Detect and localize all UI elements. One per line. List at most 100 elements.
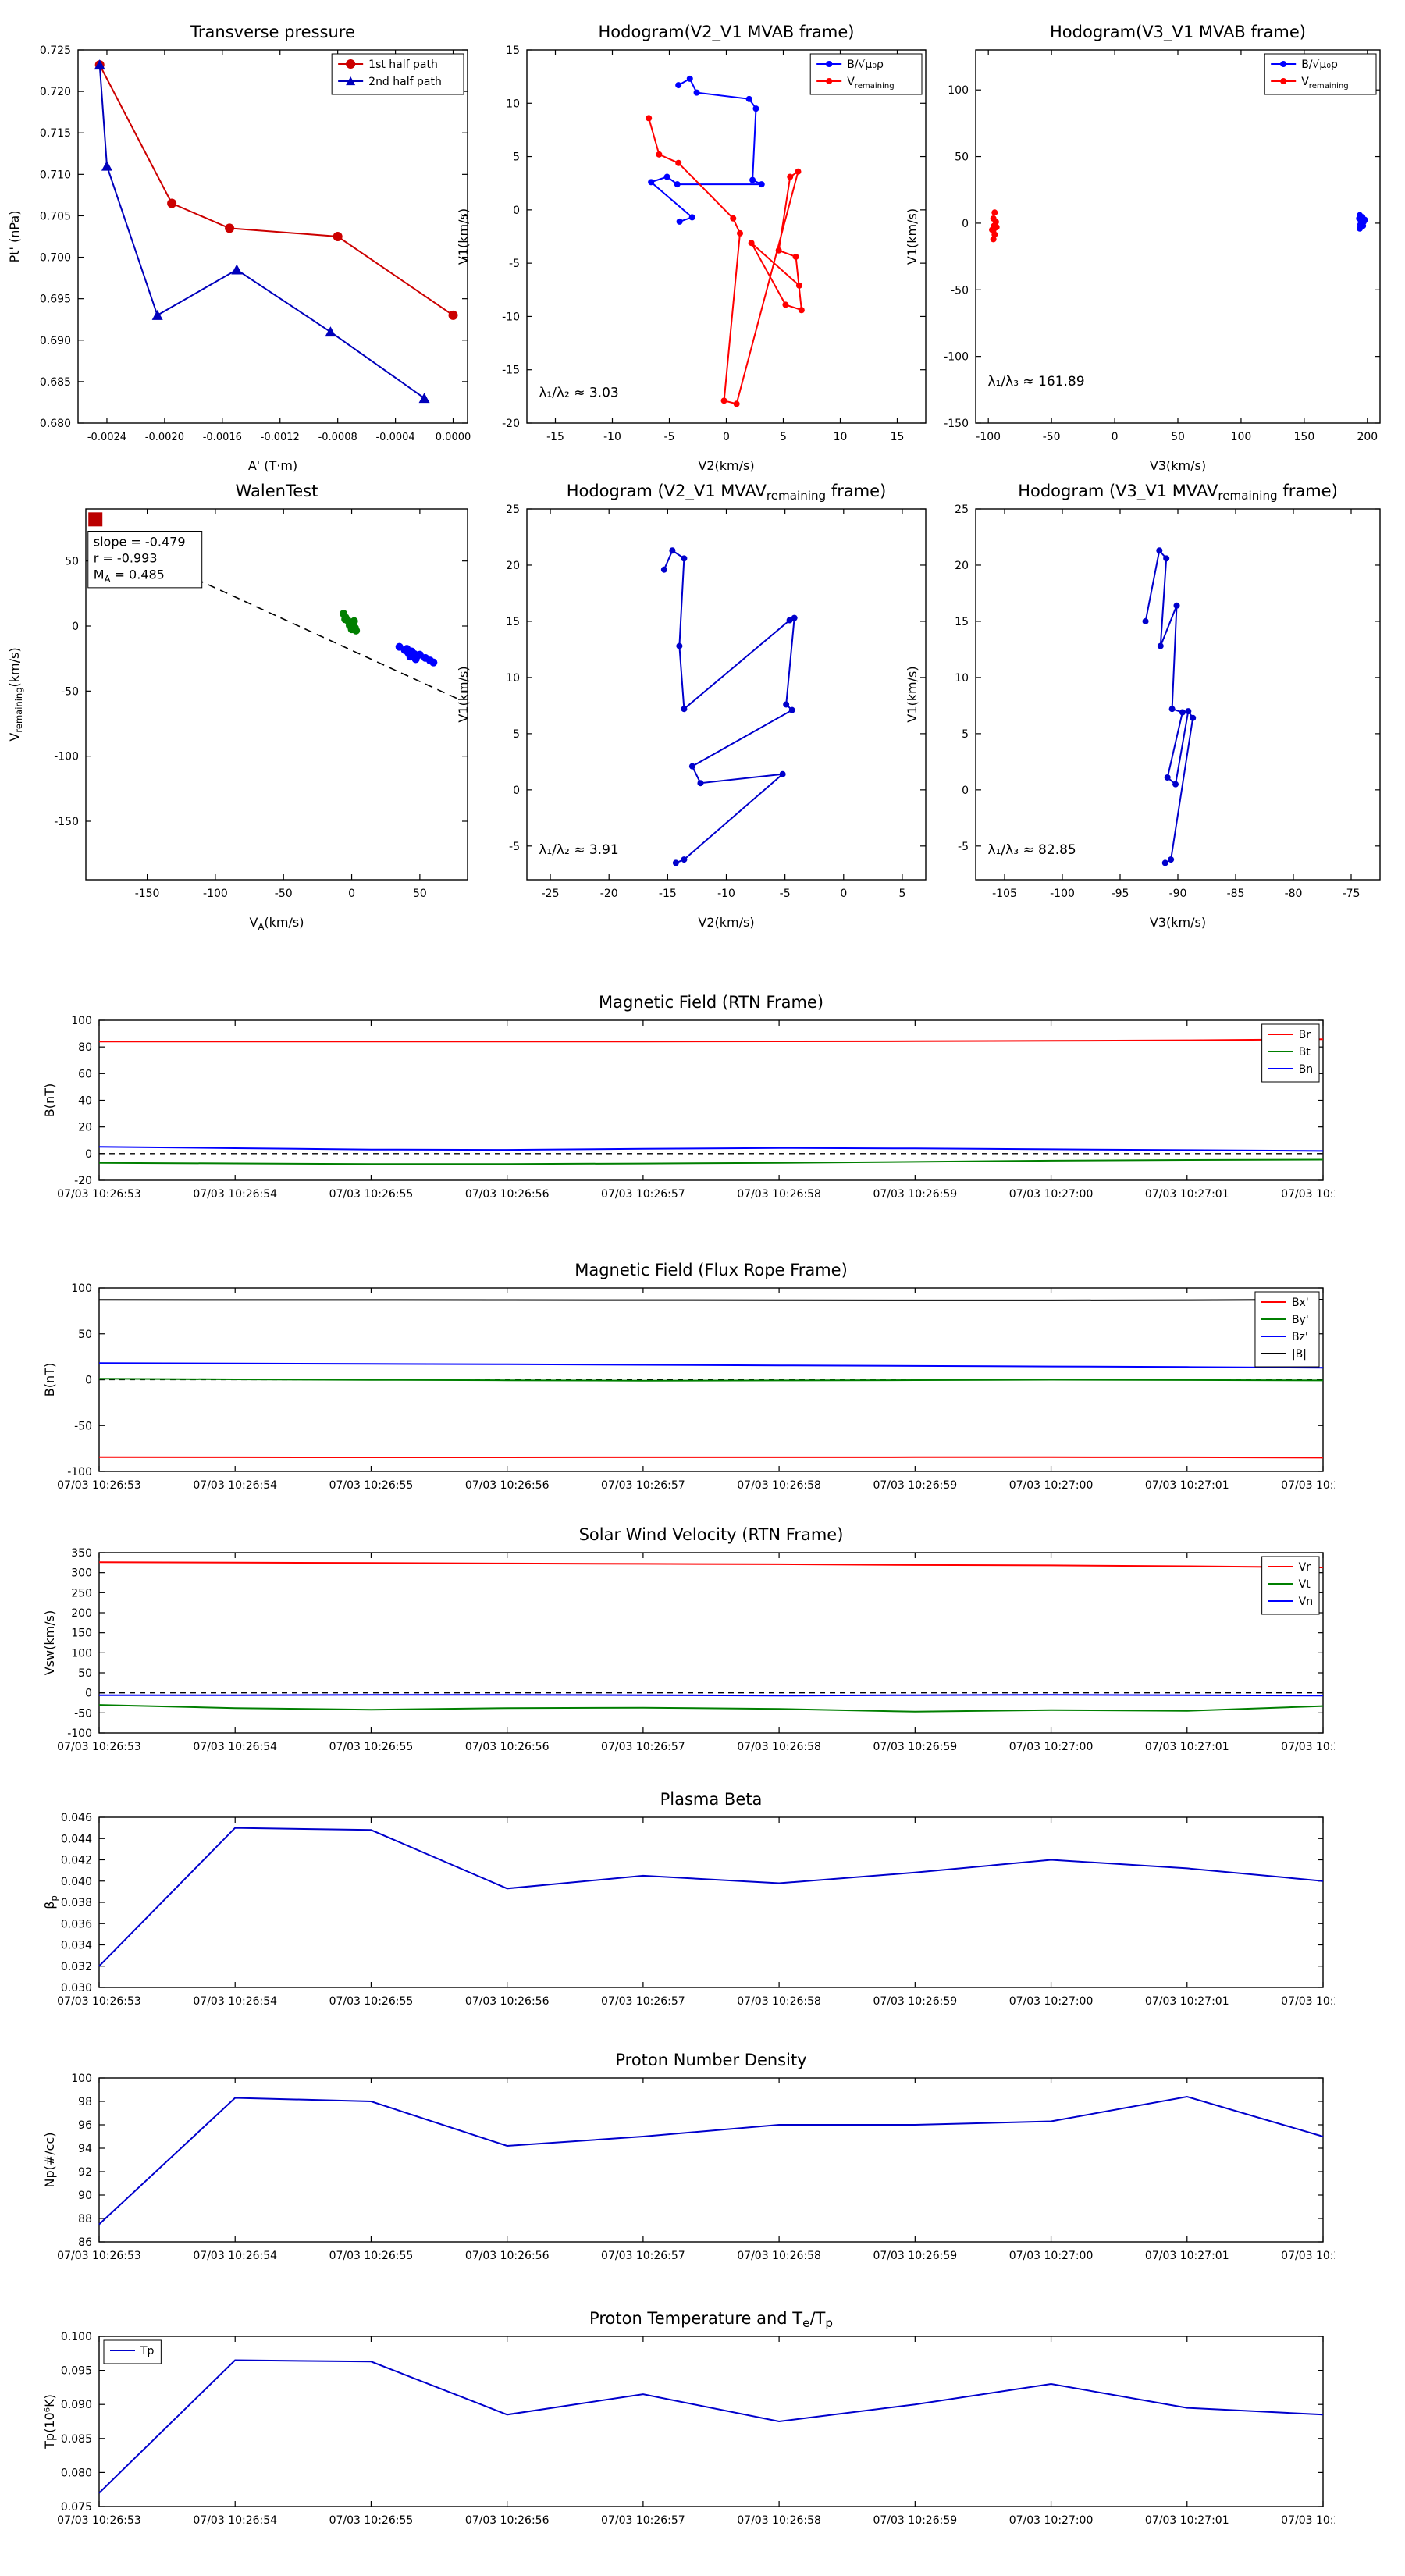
svg-text:Hodogram (V2_V1 MVAVremaining: Hodogram (V2_V1 MVAVremaining frame) bbox=[567, 482, 887, 503]
svg-text:-105: -105 bbox=[992, 888, 1017, 900]
svg-text:0: 0 bbox=[962, 218, 969, 230]
svg-text:-100: -100 bbox=[944, 351, 969, 364]
svg-text:07/03 10:26:58: 07/03 10:26:58 bbox=[737, 1995, 821, 2008]
svg-text:Vr: Vr bbox=[1299, 1561, 1311, 1574]
svg-text:07/03 10:26:55: 07/03 10:26:55 bbox=[329, 1188, 414, 1201]
svg-text:-150: -150 bbox=[54, 816, 79, 828]
svg-text:50: 50 bbox=[78, 1667, 92, 1680]
svg-text:-5: -5 bbox=[509, 258, 520, 270]
svg-text:-5: -5 bbox=[664, 431, 675, 443]
svg-text:07/03 10:26:55: 07/03 10:26:55 bbox=[329, 2250, 414, 2262]
svg-text:25: 25 bbox=[955, 503, 969, 516]
svg-text:07/03 10:26:57: 07/03 10:26:57 bbox=[601, 1479, 685, 1492]
svg-text:15: 15 bbox=[506, 44, 520, 57]
svg-text:20: 20 bbox=[506, 560, 520, 572]
svg-text:10: 10 bbox=[506, 672, 520, 685]
svg-text:-100: -100 bbox=[67, 1727, 92, 1740]
chart-plasma-beta-svg: Plasma Beta βp 07/03 10:26:53 07/03 10:26:5… bbox=[42, 1790, 1365, 2008]
chart-hodogram-v2v1-mvab-svg: Hodogram(V2_V1 MVAB frame) V2(km/s) V1(km/… bbox=[456, 23, 927, 473]
svg-text:07/03 10:26:55: 07/03 10:26:55 bbox=[329, 1479, 414, 1492]
svg-text:07/03 10:27:00: 07/03 10:27:00 bbox=[1009, 1741, 1094, 1753]
svg-text:λ₁/λ₂ ≈ 3.91: λ₁/λ₂ ≈ 3.91 bbox=[539, 842, 618, 858]
svg-text:07/03 10:26:57: 07/03 10:26:57 bbox=[601, 2514, 685, 2527]
svg-text:50: 50 bbox=[65, 556, 79, 568]
svg-text:07/03 10:27:02: 07/03 10:27:02 bbox=[1281, 1188, 1335, 1201]
svg-text:βp: βp bbox=[42, 1895, 59, 1909]
svg-text:07/03 10:26:54: 07/03 10:26:54 bbox=[193, 1995, 277, 2008]
svg-text:0.690: 0.690 bbox=[40, 335, 71, 347]
svg-text:Vremaining: Vremaining bbox=[1301, 76, 1348, 91]
svg-text:07/03 10:27:00: 07/03 10:27:00 bbox=[1009, 2514, 1094, 2527]
svg-text:5: 5 bbox=[780, 431, 787, 443]
svg-text:Br: Br bbox=[1299, 1029, 1311, 1041]
svg-text:300: 300 bbox=[71, 1567, 92, 1580]
svg-text:07/03 10:26:59: 07/03 10:26:59 bbox=[873, 1995, 957, 2008]
svg-text:88: 88 bbox=[78, 2213, 92, 2226]
svg-text:1st half path: 1st half path bbox=[368, 59, 438, 71]
svg-text:r = -0.993: r = -0.993 bbox=[94, 551, 158, 566]
svg-text:Vsw(km/s): Vsw(km/s) bbox=[42, 1610, 57, 1675]
svg-text:Tp(10⁶K): Tp(10⁶K) bbox=[42, 2394, 57, 2450]
svg-text:-75: -75 bbox=[1343, 888, 1361, 900]
chart-solar-wind-velocity: Solar Wind Velocity (RTN Frame) Vsw(km/s)… bbox=[35, 1504, 1365, 1763]
svg-text:07/03 10:26:58: 07/03 10:26:58 bbox=[737, 1188, 821, 1201]
svg-text:V3(km/s): V3(km/s) bbox=[1150, 458, 1206, 473]
svg-text:Vremaining: Vremaining bbox=[847, 76, 894, 91]
svg-text:0: 0 bbox=[348, 888, 355, 900]
chart-solar-wind-velocity-svg: Solar Wind Velocity (RTN Frame) Vsw(km/s)… bbox=[42, 1525, 1365, 1753]
svg-text:-50: -50 bbox=[1043, 431, 1061, 443]
svg-text:MA = 0.485: MA = 0.485 bbox=[94, 568, 165, 585]
svg-text:0.040: 0.040 bbox=[61, 1876, 92, 1888]
svg-text:0.695: 0.695 bbox=[40, 294, 71, 306]
svg-text:Magnetic Field (Flux Rope Fram: Magnetic Field (Flux Rope Frame) bbox=[574, 1261, 848, 1279]
svg-text:By': By' bbox=[1292, 1314, 1309, 1326]
svg-text:07/03 10:27:00: 07/03 10:27:00 bbox=[1009, 2250, 1094, 2262]
svg-text:07/03 10:26:55: 07/03 10:26:55 bbox=[329, 1995, 414, 2008]
svg-text:B(nT): B(nT) bbox=[42, 1083, 57, 1117]
svg-text:07/03 10:26:58: 07/03 10:26:58 bbox=[737, 2250, 821, 2262]
chart-proton-number-density: Proton Number Density Np(#/cc) 07/03 10:26… bbox=[35, 2030, 1365, 2272]
svg-text:07/03 10:26:57: 07/03 10:26:57 bbox=[601, 2250, 685, 2262]
svg-text:0.710: 0.710 bbox=[40, 169, 71, 181]
svg-text:07/03 10:26:56: 07/03 10:26:56 bbox=[465, 1479, 550, 1492]
svg-text:0.032: 0.032 bbox=[61, 1961, 92, 1973]
svg-text:07/03 10:27:02: 07/03 10:27:02 bbox=[1281, 1995, 1335, 2008]
svg-text:07/03 10:26:55: 07/03 10:26:55 bbox=[329, 1741, 414, 1753]
svg-text:-25: -25 bbox=[542, 888, 560, 900]
svg-text:07/03 10:27:00: 07/03 10:27:00 bbox=[1009, 1995, 1094, 2008]
svg-text:Plasma Beta: Plasma Beta bbox=[660, 1790, 763, 1809]
svg-text:07/03 10:26:54: 07/03 10:26:54 bbox=[193, 1479, 277, 1492]
svg-text:-0.0020: -0.0020 bbox=[145, 432, 184, 443]
svg-text:V2(km/s): V2(km/s) bbox=[698, 458, 754, 473]
svg-text:07/03 10:26:59: 07/03 10:26:59 bbox=[873, 1741, 957, 1753]
svg-text:Bt: Bt bbox=[1299, 1046, 1311, 1059]
svg-text:0.085: 0.085 bbox=[61, 2433, 92, 2446]
svg-text:0: 0 bbox=[513, 205, 520, 217]
svg-text:94: 94 bbox=[78, 2143, 92, 2155]
svg-text:B/√μ₀ρ: B/√μ₀ρ bbox=[847, 59, 884, 71]
svg-text:-5: -5 bbox=[509, 841, 520, 853]
svg-text:07/03 10:26:53: 07/03 10:26:53 bbox=[57, 1188, 141, 1201]
svg-text:15: 15 bbox=[506, 616, 520, 628]
chart-magnetic-field-rtn-svg: Magnetic Field (RTN Frame) B(nT) 07/03 10:… bbox=[42, 993, 1365, 1201]
svg-text:-20: -20 bbox=[502, 418, 520, 430]
svg-text:07/03 10:26:54: 07/03 10:26:54 bbox=[193, 1188, 277, 1201]
svg-text:92: 92 bbox=[78, 2166, 92, 2179]
svg-text:0.100: 0.100 bbox=[61, 2331, 92, 2343]
svg-text:20: 20 bbox=[78, 1122, 92, 1134]
svg-text:90: 90 bbox=[78, 2190, 92, 2202]
svg-text:07/03 10:26:53: 07/03 10:26:53 bbox=[57, 2514, 141, 2527]
svg-text:2nd half path: 2nd half path bbox=[368, 76, 442, 88]
svg-text:Transverse pressure: Transverse pressure bbox=[190, 23, 355, 41]
svg-text:10: 10 bbox=[834, 431, 848, 443]
svg-text:0.725: 0.725 bbox=[40, 44, 71, 57]
svg-text:0.034: 0.034 bbox=[61, 1940, 92, 1952]
svg-text:0.030: 0.030 bbox=[61, 1982, 92, 1994]
svg-text:V1(km/s): V1(km/s) bbox=[456, 208, 471, 265]
svg-text:07/03 10:27:02: 07/03 10:27:02 bbox=[1281, 1479, 1335, 1492]
svg-text:-5: -5 bbox=[780, 888, 791, 900]
svg-text:07/03 10:26:59: 07/03 10:26:59 bbox=[873, 1479, 957, 1492]
svg-text:-10: -10 bbox=[603, 431, 621, 443]
chart-hodogram-v3v1-mvav: Hodogram (V3_V1 MVAVremaining frame) V3(k… bbox=[898, 461, 1391, 941]
svg-text:07/03 10:26:57: 07/03 10:26:57 bbox=[601, 1188, 685, 1201]
